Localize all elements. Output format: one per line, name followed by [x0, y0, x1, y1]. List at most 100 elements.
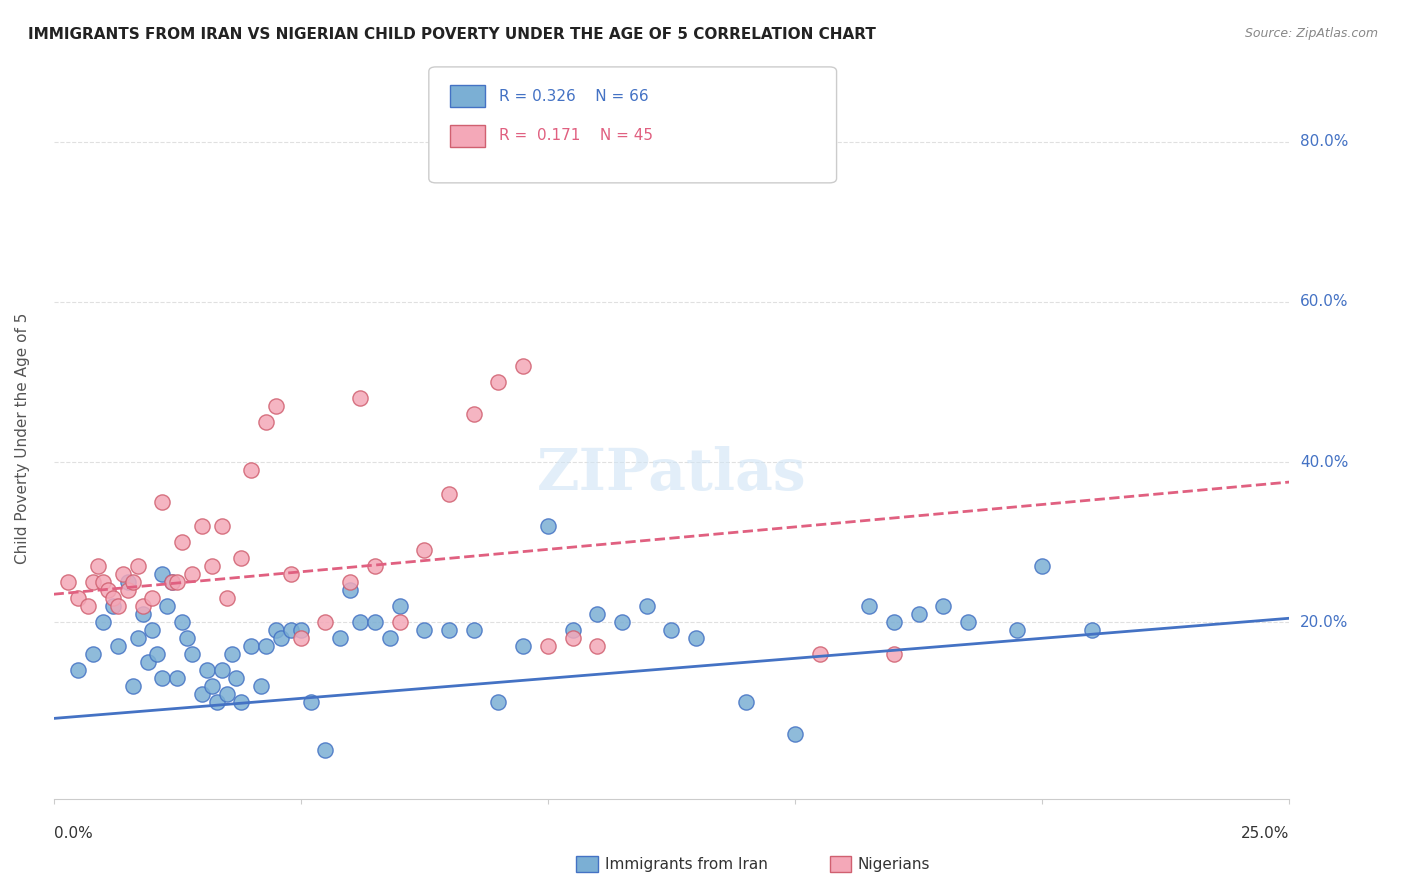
Point	[883, 615, 905, 630]
Point	[211, 519, 233, 533]
Point	[121, 679, 143, 693]
Point	[107, 599, 129, 614]
Point	[150, 671, 173, 685]
Point	[172, 615, 194, 630]
Text: Source: ZipAtlas.com: Source: ZipAtlas.com	[1244, 27, 1378, 40]
Text: R =  0.171    N = 45: R = 0.171 N = 45	[499, 128, 654, 143]
Point	[512, 640, 534, 654]
Point	[378, 632, 401, 646]
Point	[215, 687, 238, 701]
Point	[783, 727, 806, 741]
Point	[240, 463, 263, 477]
Text: 0.0%: 0.0%	[53, 826, 93, 841]
Point	[636, 599, 658, 614]
Point	[205, 695, 228, 709]
Text: Nigerians: Nigerians	[858, 857, 931, 871]
Point	[101, 599, 124, 614]
Text: 20.0%: 20.0%	[1301, 615, 1348, 630]
Point	[215, 591, 238, 606]
Point	[201, 679, 224, 693]
Point	[166, 671, 188, 685]
Point	[231, 695, 253, 709]
Text: 40.0%: 40.0%	[1301, 455, 1348, 469]
Point	[280, 567, 302, 582]
Point	[127, 559, 149, 574]
Point	[413, 624, 436, 638]
Point	[270, 632, 292, 646]
Text: ZIPatlas: ZIPatlas	[537, 446, 806, 502]
Point	[77, 599, 100, 614]
Point	[97, 583, 120, 598]
Text: Immigrants from Iran: Immigrants from Iran	[605, 857, 768, 871]
Point	[463, 624, 485, 638]
Point	[150, 567, 173, 582]
Point	[314, 615, 336, 630]
Point	[240, 640, 263, 654]
Point	[181, 567, 204, 582]
Point	[141, 591, 163, 606]
Point	[486, 695, 509, 709]
Point	[364, 615, 387, 630]
Point	[58, 575, 80, 590]
Point	[512, 359, 534, 373]
Point	[136, 656, 159, 670]
Point	[195, 664, 218, 678]
Point	[610, 615, 633, 630]
Point	[586, 640, 609, 654]
Point	[166, 575, 188, 590]
Point	[1031, 559, 1053, 574]
Point	[388, 599, 411, 614]
Point	[280, 624, 302, 638]
Point	[181, 648, 204, 662]
Point	[299, 695, 322, 709]
Point	[111, 567, 134, 582]
Point	[82, 575, 104, 590]
Point	[1080, 624, 1102, 638]
Point	[146, 648, 169, 662]
Point	[131, 607, 153, 622]
Point	[87, 559, 110, 574]
Point	[191, 519, 214, 533]
Point	[808, 648, 831, 662]
Text: 80.0%: 80.0%	[1301, 134, 1348, 149]
Point	[156, 599, 179, 614]
Point	[172, 535, 194, 549]
Point	[225, 671, 247, 685]
Point	[91, 575, 114, 590]
Point	[339, 575, 361, 590]
Text: 25.0%: 25.0%	[1241, 826, 1289, 841]
Point	[907, 607, 929, 622]
Point	[107, 640, 129, 654]
Point	[661, 624, 683, 638]
Point	[883, 648, 905, 662]
Point	[329, 632, 352, 646]
Point	[150, 495, 173, 509]
Point	[160, 575, 183, 590]
Point	[176, 632, 198, 646]
Point	[349, 391, 371, 405]
Point	[561, 632, 583, 646]
Point	[1007, 624, 1029, 638]
Point	[117, 575, 139, 590]
Point	[264, 399, 287, 413]
Point	[685, 632, 707, 646]
Point	[191, 687, 214, 701]
Point	[537, 519, 560, 533]
Point	[932, 599, 955, 614]
Point	[858, 599, 880, 614]
Point	[561, 624, 583, 638]
Point	[290, 624, 312, 638]
Point	[91, 615, 114, 630]
Point	[437, 487, 460, 501]
Point	[250, 679, 273, 693]
Point	[734, 695, 756, 709]
Text: IMMIGRANTS FROM IRAN VS NIGERIAN CHILD POVERTY UNDER THE AGE OF 5 CORRELATION CH: IMMIGRANTS FROM IRAN VS NIGERIAN CHILD P…	[28, 27, 876, 42]
Point	[437, 624, 460, 638]
Point	[264, 624, 287, 638]
Point	[537, 640, 560, 654]
Point	[254, 640, 277, 654]
Point	[339, 583, 361, 598]
Point	[364, 559, 387, 574]
Point	[117, 583, 139, 598]
Point	[586, 607, 609, 622]
